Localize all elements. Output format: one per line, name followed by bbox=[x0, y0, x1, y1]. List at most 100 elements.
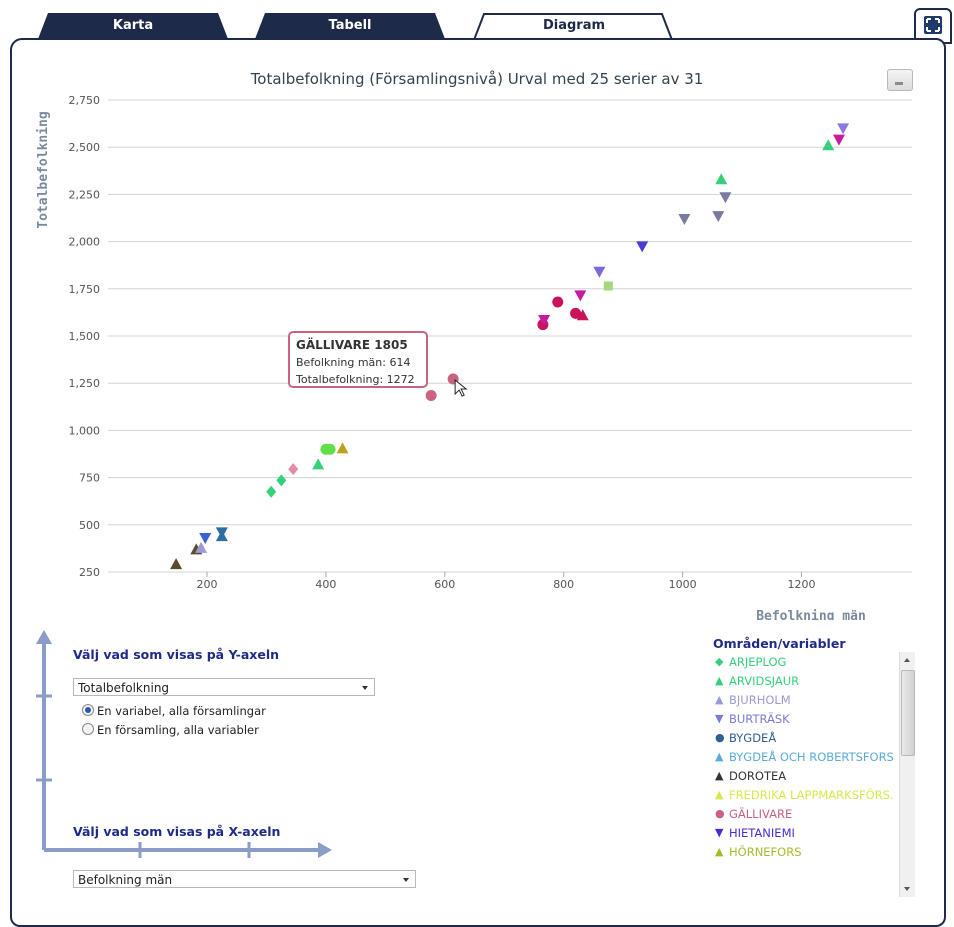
legend-item[interactable]: ▲ BJURHOLM bbox=[715, 692, 895, 709]
legend-item-label: HIETANIEMI bbox=[729, 826, 795, 840]
x-tick-label: 400 bbox=[315, 578, 336, 591]
tab-label: Diagram bbox=[542, 18, 606, 33]
data-point bbox=[574, 290, 587, 302]
expand-icon bbox=[924, 16, 942, 34]
y-axis-select-value: Totalbefolkning bbox=[78, 681, 170, 695]
data-point bbox=[576, 309, 589, 321]
tab-label: Karta bbox=[112, 18, 154, 33]
data-point bbox=[312, 458, 325, 470]
legend-item[interactable]: ▲ HÖRNEFORS bbox=[715, 844, 895, 861]
y-tick-label: 2,750 bbox=[69, 94, 101, 107]
data-point bbox=[593, 266, 606, 278]
data-point bbox=[170, 558, 183, 570]
legend-title: Områden/variabler bbox=[713, 636, 846, 651]
radio-checked-icon[interactable] bbox=[82, 704, 94, 716]
expand-icon-glyph bbox=[926, 18, 940, 32]
tooltip-y-value: Totalbefolkning: 1272 bbox=[296, 373, 415, 386]
legend-marker-icon: ▲ bbox=[715, 769, 724, 782]
legend-marker-icon: ▲ bbox=[715, 674, 724, 687]
tooltip-x-value: Befolkning män: 614 bbox=[296, 356, 411, 369]
y-axis-control-label: Välj vad som visas på Y-axeln bbox=[73, 647, 280, 662]
data-point bbox=[715, 173, 728, 185]
data-point bbox=[636, 241, 649, 253]
legend-item-label: BYGDEÅ bbox=[729, 731, 777, 745]
y-tick-label: 1,500 bbox=[69, 330, 101, 343]
scatter-chart: 250 500 750 1,000 1,250 1,500 1,750 2,000 2,250 2… bbox=[36, 94, 912, 620]
download-icon[interactable] bbox=[887, 69, 913, 91]
data-point bbox=[832, 134, 845, 146]
legend-marker-icon: ▲ bbox=[715, 693, 724, 706]
tab-karta[interactable]: Karta bbox=[38, 13, 228, 39]
chevron-down-icon bbox=[403, 878, 409, 882]
legend-marker-icon: ▼ bbox=[715, 826, 724, 839]
y-tick-label: 1,750 bbox=[69, 283, 101, 296]
content-panel bbox=[10, 38, 946, 927]
legend-marker-icon: ● bbox=[715, 731, 725, 744]
legend-item-label: HÖRNEFORS bbox=[729, 845, 802, 859]
legend-scrollbar[interactable] bbox=[899, 652, 915, 897]
data-point bbox=[678, 213, 691, 225]
legend-item-label: ARJEPLOG bbox=[729, 655, 787, 669]
y-tick-label: 750 bbox=[79, 472, 100, 485]
data-point bbox=[538, 314, 551, 326]
legend-item-label: GÄLLIVARE bbox=[729, 807, 793, 821]
data-point bbox=[719, 192, 732, 204]
y-tick-label: 2,000 bbox=[69, 236, 101, 249]
axis-selector-graphic bbox=[36, 630, 332, 858]
radio-one-variable-label: En variabel, alla församlingar bbox=[97, 704, 266, 718]
tab-tabell[interactable]: Tabell bbox=[255, 13, 445, 39]
x-axis-title: Befolkning män bbox=[756, 609, 866, 620]
legend-marker-icon: ▲ bbox=[715, 845, 724, 858]
y-tick-label: 250 bbox=[79, 566, 100, 579]
tab-diagram[interactable]: Diagram bbox=[474, 13, 674, 40]
scroll-up-icon[interactable] bbox=[904, 658, 910, 662]
y-tick-label: 2,250 bbox=[69, 188, 101, 201]
legend-item[interactable]: ▲ DOROTEA bbox=[715, 768, 895, 785]
chevron-down-icon bbox=[362, 686, 368, 690]
radio-unchecked-icon[interactable] bbox=[82, 723, 94, 735]
y-tick-label: 2,500 bbox=[69, 141, 101, 154]
y-axis-title: Totalbefolkning bbox=[36, 111, 51, 228]
legend-item[interactable]: ▼ HIETANIEMI bbox=[715, 825, 895, 842]
x-axis-select-value: Befolkning män bbox=[78, 873, 173, 887]
legend-item-label: BJURHOLM bbox=[729, 693, 791, 707]
data-point bbox=[288, 463, 299, 476]
data-point bbox=[425, 389, 437, 401]
mouse-cursor-icon bbox=[454, 378, 468, 397]
radio-one-parish-label: En församling, alla variabler bbox=[97, 723, 259, 737]
y-axis-select[interactable]: Totalbefolkning bbox=[73, 678, 375, 696]
x-axis-select[interactable]: Befolkning män bbox=[73, 870, 416, 888]
legend-item-label: ARVIDSJAUR bbox=[729, 674, 800, 688]
scroll-down-icon[interactable] bbox=[904, 887, 910, 891]
data-point bbox=[712, 211, 725, 223]
data-point bbox=[837, 123, 850, 135]
legend-item-label: BYGDEÅ OCH ROBERTSFORS bbox=[729, 750, 894, 764]
radio-one-parish[interactable]: En församling, alla variabler bbox=[82, 723, 259, 737]
legend-item[interactable]: ◆ ARJEPLOG bbox=[715, 654, 895, 671]
data-point bbox=[215, 527, 228, 539]
data-point bbox=[199, 533, 212, 545]
legend-item[interactable]: ▼ BURTRÄSK bbox=[715, 711, 895, 728]
legend-item[interactable]: ▲ BYGDEÅ OCH ROBERTSFORS bbox=[715, 749, 895, 766]
data-point bbox=[195, 541, 208, 553]
legend-item[interactable]: ● BYGDEÅ bbox=[715, 730, 895, 747]
tab-bar: Karta Tabell Diagram bbox=[0, 0, 954, 40]
x-axis-control-label: Välj vad som visas på X-axeln bbox=[73, 824, 281, 839]
legend-item[interactable]: ▲ ARVIDSJAUR bbox=[715, 673, 895, 690]
data-point bbox=[570, 307, 582, 319]
legend-item[interactable]: ● GÄLLIVARE bbox=[715, 806, 895, 823]
x-tick-label: 1000 bbox=[669, 578, 697, 591]
data-point bbox=[822, 139, 835, 151]
y-tick-label: 500 bbox=[79, 519, 100, 532]
tab-shape bbox=[38, 13, 228, 39]
scroll-thumb[interactable] bbox=[901, 670, 915, 756]
data-point bbox=[603, 281, 613, 291]
data-point bbox=[266, 485, 277, 498]
tab-shape bbox=[474, 13, 673, 40]
tab-shape bbox=[255, 13, 445, 39]
x-tick-label: 1200 bbox=[788, 578, 816, 591]
data-point bbox=[276, 474, 287, 487]
data-point bbox=[324, 443, 336, 455]
radio-one-variable[interactable]: En variabel, alla församlingar bbox=[82, 704, 266, 718]
legend-item[interactable]: ▲ FREDRIKA LAPPMARKSFÖRS. bbox=[715, 787, 895, 804]
